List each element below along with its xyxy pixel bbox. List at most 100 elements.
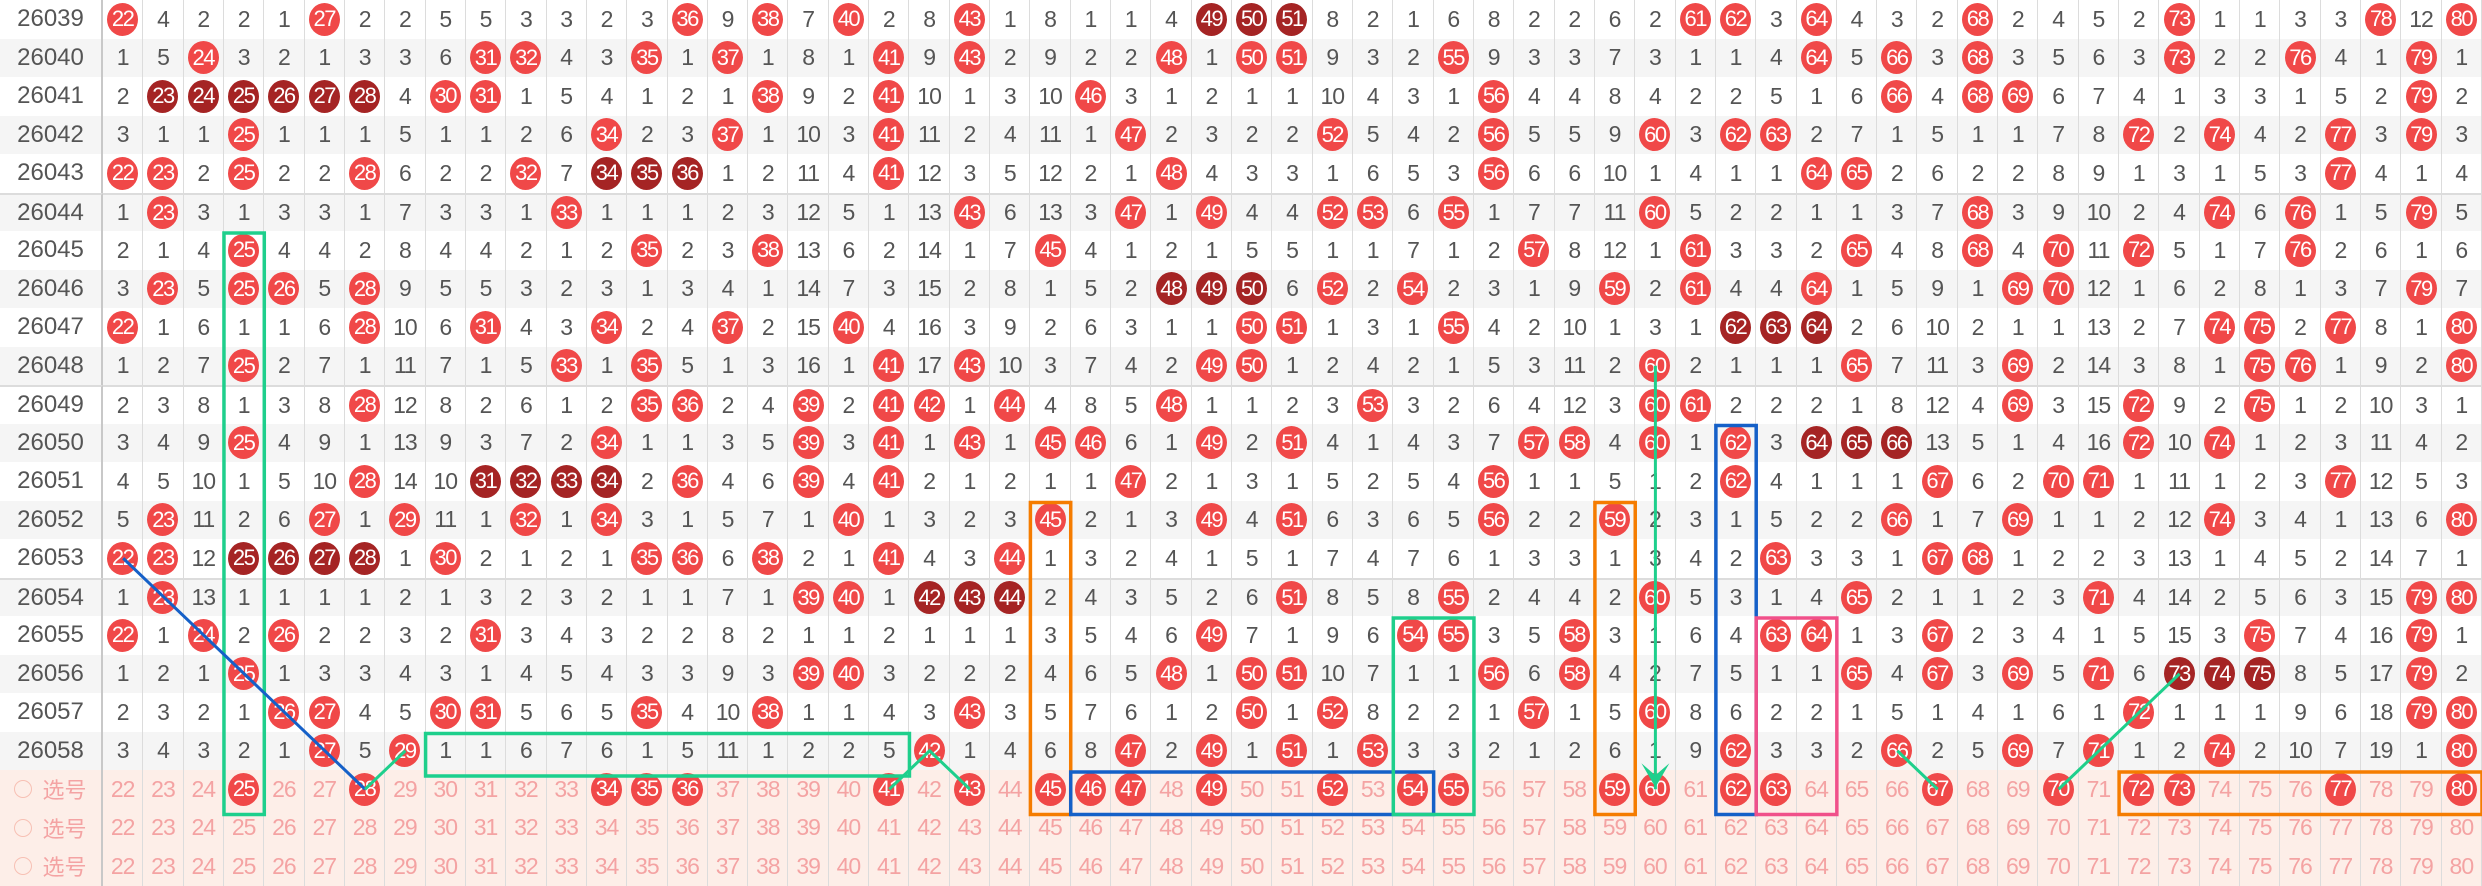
selector-number-25[interactable]: 25 [223,808,265,847]
selector-number-34[interactable]: 34 [586,770,628,809]
selector-number-50[interactable]: 50 [1232,847,1273,886]
selector-number-27[interactable]: 27 [304,808,345,847]
selector-number-31[interactable]: 31 [465,847,507,886]
selector-number-57[interactable]: 57 [1514,808,1555,847]
selector-number-68[interactable]: 68 [1957,847,1999,886]
selector-number-24[interactable]: 24 [183,847,224,886]
selector-number-65[interactable]: 65 [1836,808,1878,847]
selected-number-ball[interactable]: 52 [1316,772,1348,806]
selector-number-40[interactable]: 40 [828,847,870,886]
selector-number-52[interactable]: 52 [1312,770,1353,809]
selector-number-23[interactable]: 23 [143,847,184,886]
selector-number-35[interactable]: 35 [627,808,668,847]
selector-number-26[interactable]: 26 [264,808,305,847]
selected-number-ball[interactable]: 35 [631,772,663,806]
selected-number-ball[interactable]: 67 [1921,772,1953,806]
selector-number-35[interactable]: 35 [627,847,668,886]
selector-number-49[interactable]: 49 [1191,847,1233,886]
selector-number-76[interactable]: 76 [2280,847,2321,886]
selector-number-41[interactable]: 41 [869,770,910,809]
selector-number-28[interactable]: 28 [344,847,386,886]
selector-number-76[interactable]: 76 [2280,770,2321,809]
selector-number-66[interactable]: 66 [1877,770,1918,809]
selector-number-43[interactable]: 43 [949,847,991,886]
selector-number-22[interactable]: 22 [103,808,144,847]
selector-number-30[interactable]: 30 [425,770,466,809]
selector-number-63[interactable]: 63 [1756,770,1797,809]
selected-number-ball[interactable]: 73 [2163,772,2195,806]
selector-number-50[interactable]: 50 [1232,808,1273,847]
selector-number-52[interactable]: 52 [1312,808,1353,847]
selector-number-28[interactable]: 28 [344,770,386,809]
selector-number-40[interactable]: 40 [828,770,870,809]
selector-number-73[interactable]: 73 [2159,847,2200,886]
selector-number-73[interactable]: 73 [2159,770,2200,809]
selector-number-34[interactable]: 34 [586,808,628,847]
selector-number-57[interactable]: 57 [1514,847,1555,886]
radio-circle-icon[interactable] [14,818,33,837]
selector-number-61[interactable]: 61 [1675,770,1716,809]
selector-number-79[interactable]: 79 [2401,770,2442,809]
selector-number-45[interactable]: 45 [1030,847,1071,886]
selector-number-61[interactable]: 61 [1675,808,1716,847]
selector-number-25[interactable]: 25 [223,847,265,886]
selector-number-74[interactable]: 74 [2199,847,2241,886]
selector-number-27[interactable]: 27 [304,770,345,809]
selector-number-42[interactable]: 42 [909,770,950,809]
selector-number-68[interactable]: 68 [1957,808,1999,847]
selector-number-23[interactable]: 23 [143,770,184,809]
selector-row-label[interactable]: 选号 [0,770,103,809]
selector-number-24[interactable]: 24 [183,770,224,809]
selector-number-37[interactable]: 37 [707,770,749,809]
selected-number-ball[interactable]: 77 [2324,772,2356,806]
selector-number-36[interactable]: 36 [667,808,708,847]
selector-number-68[interactable]: 68 [1957,770,1999,809]
selector-number-62[interactable]: 62 [1715,808,1757,847]
selector-number-77[interactable]: 77 [2320,770,2362,809]
selector-number-64[interactable]: 64 [1796,808,1837,847]
selector-number-70[interactable]: 70 [2038,808,2079,847]
selector-number-65[interactable]: 65 [1836,847,1878,886]
selector-number-24[interactable]: 24 [183,808,224,847]
selector-number-80[interactable]: 80 [2441,847,2482,886]
selector-number-55[interactable]: 55 [1433,808,1474,847]
selector-number-77[interactable]: 77 [2320,847,2362,886]
selected-number-ball[interactable]: 62 [1720,772,1752,806]
selector-number-51[interactable]: 51 [1272,808,1313,847]
selected-number-ball[interactable]: 28 [349,772,381,806]
selector-number-63[interactable]: 63 [1756,847,1797,886]
selector-number-71[interactable]: 71 [2078,808,2120,847]
selector-number-48[interactable]: 48 [1151,847,1192,886]
selector-number-33[interactable]: 33 [546,847,587,886]
selector-number-29[interactable]: 29 [385,808,426,847]
selector-number-44[interactable]: 44 [990,770,1031,809]
selector-number-56[interactable]: 56 [1473,847,1515,886]
selected-number-ball[interactable]: 63 [1760,772,1792,806]
selector-number-28[interactable]: 28 [344,808,386,847]
selector-number-56[interactable]: 56 [1473,808,1515,847]
selector-number-78[interactable]: 78 [2361,808,2402,847]
selector-number-43[interactable]: 43 [949,770,991,809]
selector-number-49[interactable]: 49 [1191,770,1233,809]
selector-number-42[interactable]: 42 [909,847,950,886]
selector-number-53[interactable]: 53 [1352,847,1394,886]
selected-number-ball[interactable]: 80 [2445,772,2477,806]
selector-number-74[interactable]: 74 [2199,770,2241,809]
selector-number-58[interactable]: 58 [1554,808,1595,847]
selector-number-45[interactable]: 45 [1030,770,1071,809]
selected-number-ball[interactable]: 72 [2123,772,2155,806]
selector-number-22[interactable]: 22 [103,847,144,886]
selector-number-78[interactable]: 78 [2361,770,2402,809]
selected-number-ball[interactable]: 46 [1074,772,1106,806]
selector-number-36[interactable]: 36 [667,847,708,886]
selector-number-51[interactable]: 51 [1272,770,1313,809]
selector-number-61[interactable]: 61 [1675,847,1716,886]
selector-number-74[interactable]: 74 [2199,808,2241,847]
selector-number-79[interactable]: 79 [2401,808,2442,847]
selector-number-78[interactable]: 78 [2361,847,2402,886]
selector-number-27[interactable]: 27 [304,847,345,886]
selector-number-58[interactable]: 58 [1554,847,1595,886]
selector-number-47[interactable]: 47 [1111,808,1152,847]
selector-number-59[interactable]: 59 [1594,770,1636,809]
selector-number-46[interactable]: 46 [1070,770,1112,809]
